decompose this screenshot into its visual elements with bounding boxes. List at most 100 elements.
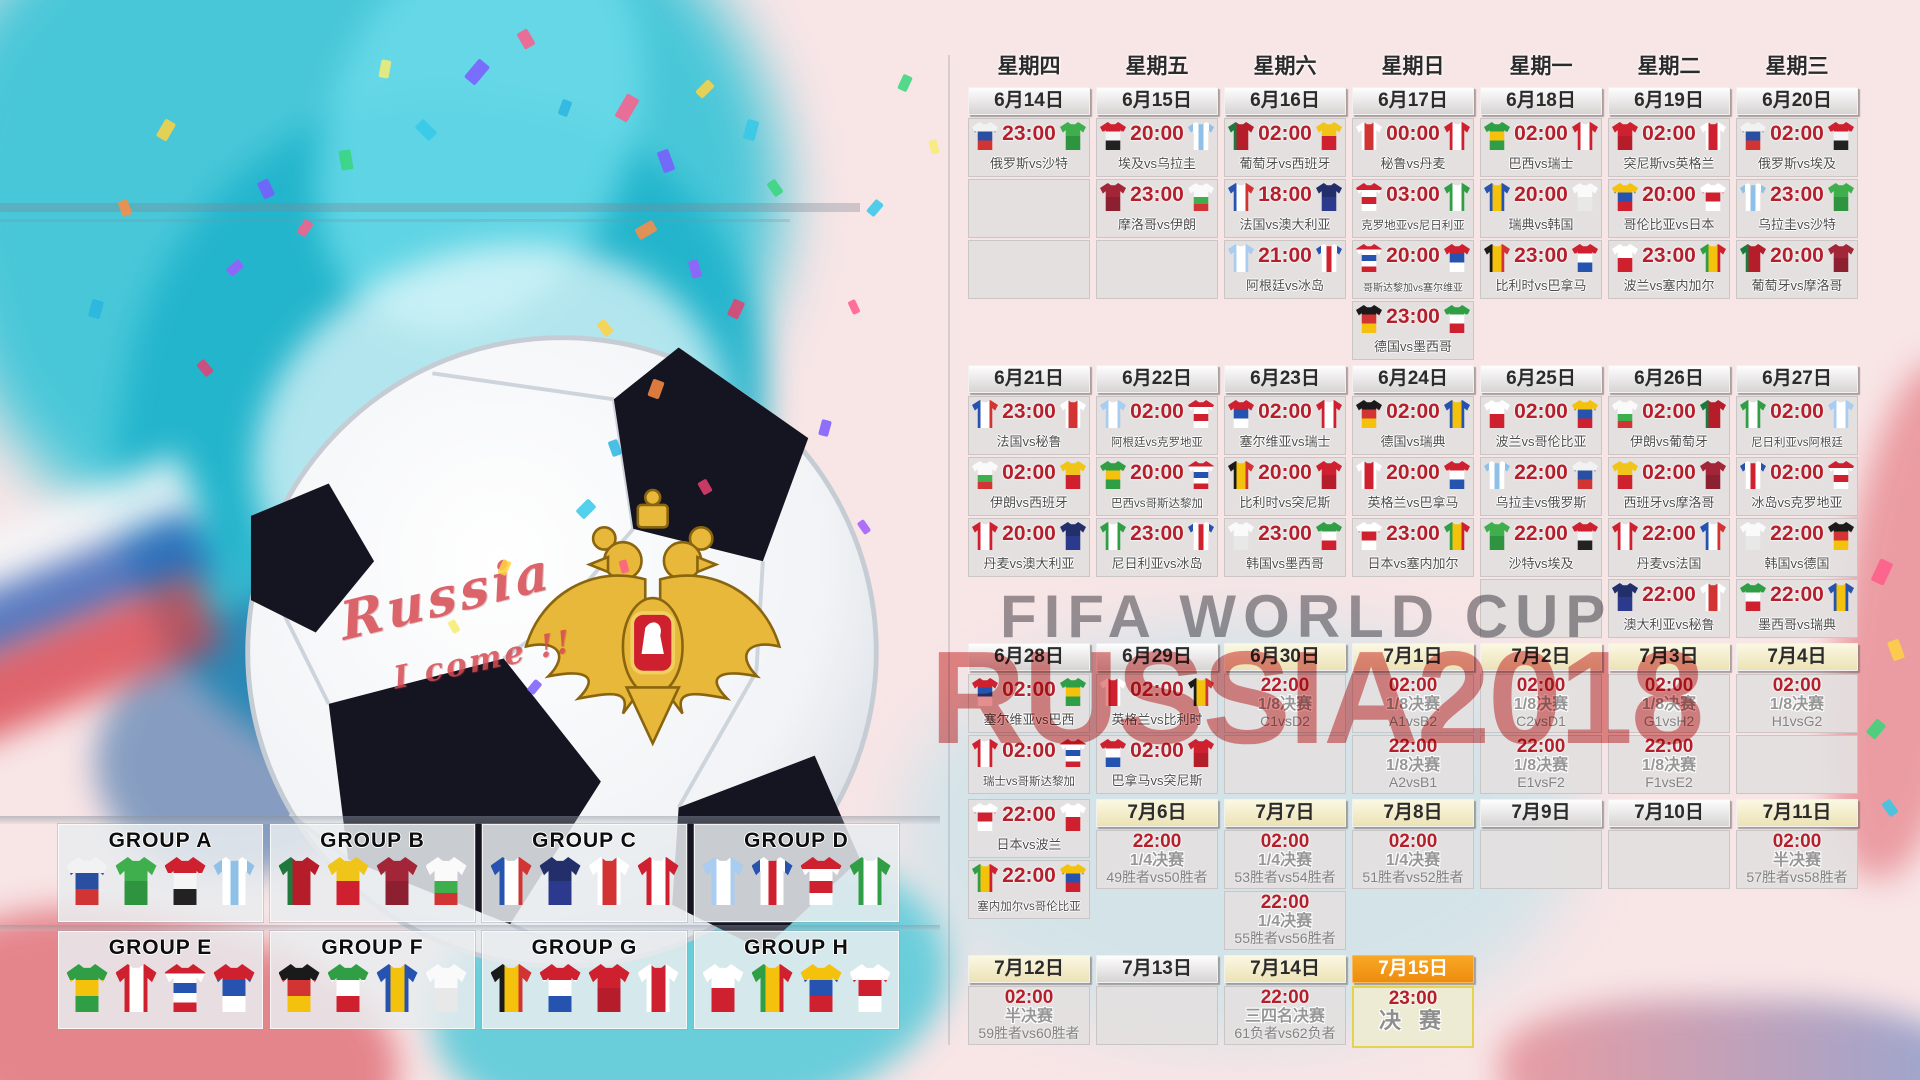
- team-jersey: [800, 857, 842, 905]
- team-jersey: [164, 964, 206, 1012]
- team-jersey: [849, 857, 891, 905]
- match-cell: 23:00 韩国vs墨西哥: [1224, 518, 1346, 577]
- stage-label: 1/8决赛: [1641, 696, 1697, 713]
- stage-label: 1/8决赛: [1769, 696, 1825, 713]
- day-column: 02:00 葡萄牙vs西班牙 18:00 法国vs澳大利亚 21:00 阿根廷vs冰岛: [1224, 118, 1346, 299]
- confetti-piece: [378, 59, 392, 79]
- team-jersey: [425, 964, 467, 1012]
- group-title: GROUP F: [321, 936, 424, 959]
- confetti-piece: [196, 358, 214, 378]
- match-teams-label: 日本vs塞内加尔: [1367, 556, 1459, 571]
- team-jersey: [164, 857, 206, 905]
- group-box: GROUP A: [58, 824, 263, 922]
- day-column: 02:00 1/8决赛 H1vsG2: [1736, 674, 1858, 794]
- match-time: 22:00: [1260, 892, 1310, 913]
- group-box: GROUP B: [270, 824, 475, 922]
- stage-label: 1/8决赛: [1385, 757, 1441, 774]
- day-column: 02:00 1/4决赛 51胜者vs52胜者: [1352, 830, 1474, 889]
- match-teams-label: 塞尔维亚vs瑞士: [1239, 434, 1331, 449]
- weekday-label: 星期五: [1125, 55, 1189, 78]
- team-jersey: [539, 857, 581, 905]
- date-row: 6月14日 6月15日 6月16日 6月17日 6月18日 6月19日 6月20日: [968, 87, 1860, 115]
- group-jerseys: [490, 857, 679, 905]
- confetti-piece: [897, 73, 913, 93]
- team-jersey: [539, 964, 581, 1012]
- match-cell: 02:00 英格兰vs比利时: [1096, 674, 1218, 733]
- knockout-cell: 22:00 1/8决赛 F1vsE2: [1608, 735, 1730, 794]
- date-header: 6月17日: [1352, 87, 1474, 115]
- confetti-piece: [928, 139, 940, 155]
- team-jersey: [376, 964, 418, 1012]
- knockout-cell: 02:00 1/8决赛 A1vsB2: [1352, 674, 1474, 733]
- day-column: 02:00 波兰vs哥伦比亚 22:00 乌拉圭vs俄罗斯 22:00 沙特vs埃及: [1480, 396, 1602, 638]
- match-teams-label: 秘鲁vs丹麦: [1380, 156, 1446, 171]
- match-cell: 23:00 德国vs墨西哥: [1352, 301, 1474, 360]
- match-cell: 23:00 乌拉圭vs沙特: [1736, 179, 1858, 238]
- group-box: GROUP D: [694, 824, 899, 922]
- empty-cell: [1480, 830, 1602, 889]
- stage-participants: 57胜者vs58胜者: [1746, 869, 1848, 885]
- match-teams-label: 阿根廷vs克罗地亚: [1111, 437, 1203, 449]
- match-grid: 02:00 半决赛 59胜者vs60胜者 22:00 三四名决赛 61负者vs62负者 23…: [968, 986, 1860, 1048]
- match-time: 02:00: [1642, 122, 1696, 145]
- match-time: 20:00: [1770, 244, 1824, 267]
- day-column: 02:00 突尼斯vs英格兰 20:00 哥伦比亚vs日本 23:00 波兰vs塞内加尔: [1608, 118, 1730, 299]
- confetti-piece: [1886, 638, 1906, 662]
- match-time: 20:00: [1642, 183, 1696, 206]
- weekday-row: 星期四 星期五 星期六 星期日 星期一 星期二 星期三: [968, 50, 1860, 80]
- match-time: 20:00: [1002, 522, 1056, 545]
- match-time: 02:00: [1130, 400, 1184, 423]
- stage-label: 决 赛: [1378, 1008, 1448, 1033]
- day-column: 02:00 巴西vs瑞士 20:00 瑞典vs韩国 23:00 比利时vs巴拿马: [1480, 118, 1602, 299]
- weekday-label: 星期日: [1381, 55, 1445, 78]
- team-jersey: [66, 857, 108, 905]
- group-box: GROUP G: [482, 931, 687, 1029]
- date-header: 6月28日: [968, 643, 1090, 671]
- stage-participants: E1vsF2: [1517, 774, 1565, 790]
- confetti-piece: [516, 28, 536, 50]
- date-header: 6月16日: [1224, 87, 1346, 115]
- knockout-cell: 22:00 1/8决赛 C1vsD2: [1224, 674, 1346, 733]
- stage-label: 三四名决赛: [1244, 1008, 1325, 1025]
- date-header: 7月12日: [968, 955, 1090, 983]
- match-cell: 02:00 塞尔维亚vs瑞士: [1224, 396, 1346, 455]
- match-teams-label: 巴西vs瑞士: [1508, 156, 1574, 171]
- group-box: GROUP H: [694, 931, 899, 1029]
- date-header: 6月25日: [1480, 365, 1602, 393]
- weekday-label: 星期六: [1253, 55, 1317, 78]
- match-teams-label: 巴拿马vs突尼斯: [1111, 773, 1203, 788]
- knockout-cell: 02:00 1/8决赛 G1vsH2: [1608, 674, 1730, 733]
- stage-label: 1/8决赛: [1513, 757, 1569, 774]
- match-cell: 18:00 法国vs澳大利亚: [1224, 179, 1346, 238]
- match-time: 23:00: [1130, 183, 1184, 206]
- day-column: 02:00 尼日利亚vs阿根廷 02:00 冰岛vs克罗地亚 22:00 韩国vs德国 22…: [1736, 396, 1858, 638]
- stage-participants: A1vsB2: [1388, 713, 1438, 729]
- calendar: 星期四 星期五 星期六 星期日 星期一 星期二 星期三 6月14日 6月15日 6月16日 6月17…: [968, 50, 1860, 1053]
- match-cell: 02:00 德国vs瑞典: [1352, 396, 1474, 455]
- match-teams-label: 丹麦vs澳大利亚: [983, 556, 1075, 571]
- knockout-cell: 02:00 1/8决赛 C2vsD1: [1480, 674, 1602, 733]
- match-cell: 23:00 日本vs塞内加尔: [1352, 518, 1474, 577]
- match-time: 02:00: [1258, 122, 1312, 145]
- stage-participants: 49胜者vs50胜者: [1106, 869, 1208, 885]
- day-column: 02:00 1/8决赛 A1vsB2 22:00 1/8决赛 A2vsB1: [1352, 674, 1474, 794]
- team-jersey: [637, 964, 679, 1012]
- day-column: 02:00 半决赛 59胜者vs60胜者: [968, 986, 1090, 1045]
- confetti-piece: [463, 58, 491, 86]
- day-column: [1608, 830, 1730, 889]
- knockout-cell: 02:00 半决赛 59胜者vs60胜者: [968, 986, 1090, 1045]
- paint-splash-russia-flag: [0, 571, 225, 759]
- match-cell: 00:00 秘鲁vs丹麦: [1352, 118, 1474, 177]
- confetti-piece: [866, 198, 884, 218]
- stage-participants: F1vsE2: [1645, 774, 1693, 790]
- weekday-label: 星期四: [997, 55, 1061, 78]
- date-header: 6月14日: [968, 87, 1090, 115]
- team-jersey: [588, 857, 630, 905]
- match-time: 02:00: [1514, 122, 1568, 145]
- confetti-piece: [656, 148, 676, 174]
- match-time: 02:00: [1130, 678, 1184, 701]
- match-time: 23:00: [1002, 400, 1056, 423]
- team-jersey: [425, 857, 467, 905]
- stage-participants: 51胜者vs52胜者: [1362, 869, 1464, 885]
